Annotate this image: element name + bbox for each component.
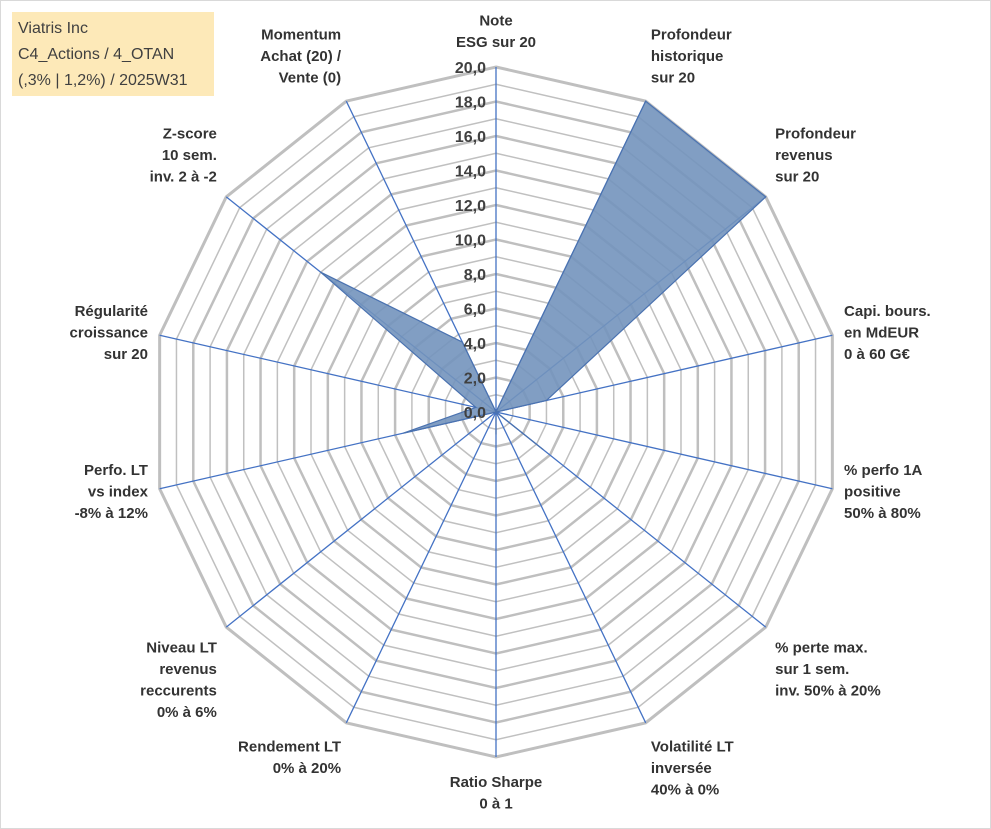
- axis-spoke: [225, 411, 497, 628]
- radial-tick-label: 12,0: [455, 198, 486, 215]
- axis-label: Note ESG sur 20: [456, 13, 536, 52]
- radial-tick-label: 6,0: [464, 302, 486, 319]
- axis-spoke: [495, 411, 647, 724]
- radial-tick-label: 18,0: [455, 95, 486, 112]
- title-line-company: Viatris Inc: [18, 20, 88, 37]
- axis-label: Z-score 10 sem. inv. 2 à -2: [150, 125, 217, 185]
- axis-label: Régularité croissance sur 20: [70, 303, 148, 363]
- radial-tick-label: 20,0: [455, 60, 486, 77]
- axis-label: Niveau LT revenus reccurents 0% à 6%: [140, 640, 217, 722]
- axis-spoke: [495, 411, 833, 490]
- data-point: [320, 271, 322, 273]
- data-point: [461, 341, 463, 343]
- axis-label: Ratio Sharpe 0 à 1: [450, 774, 543, 813]
- radial-tick-label: 10,0: [455, 233, 486, 250]
- radial-tick-label: 8,0: [464, 267, 486, 284]
- axis-spoke: [495, 334, 833, 413]
- radial-tick-label: 14,0: [455, 164, 486, 181]
- axis-label: % perte max. sur 1 sem. inv. 50% à 20%: [775, 640, 881, 700]
- radial-tick-label: 16,0: [455, 129, 486, 146]
- axis-label: Momentum Achat (20) / Vente (0): [260, 26, 342, 86]
- axis-spoke: [345, 411, 497, 724]
- axis-label: Capi. bours. en MdEUR 0 à 60 G€: [844, 303, 931, 363]
- axis-label: Rendement LT 0% à 20%: [238, 739, 341, 778]
- radial-tick-label: 2,0: [464, 371, 486, 388]
- data-point: [495, 411, 497, 413]
- axis-label: % perfo 1A positive 50% à 80%: [844, 462, 923, 522]
- data-point: [765, 196, 767, 198]
- radial-tick-label: 4,0: [464, 336, 486, 353]
- data-point: [645, 100, 647, 102]
- axis-label: Profondeur historique sur 20: [651, 26, 732, 86]
- title-line-period: (,3% | 1,2%) / 2025W31: [18, 72, 188, 89]
- title-line-portfolio: C4_Actions / 4_OTAN: [18, 46, 175, 63]
- data-series-area: [320, 100, 767, 451]
- chart-title-box: Viatris Inc C4_Actions / 4_OTAN (,3% | 1…: [12, 12, 214, 96]
- data-point: [545, 399, 547, 401]
- axis-spoke: [159, 334, 497, 413]
- axis-label: Profondeur revenus sur 20: [775, 125, 856, 185]
- data-point: [475, 406, 477, 408]
- axis-label: Perfo. LT vs index -8% à 12%: [75, 462, 149, 522]
- data-point: [403, 432, 405, 434]
- radial-tick-label: 0,0: [464, 405, 486, 422]
- data-point: [542, 449, 544, 451]
- axis-label: Volatilité LT inversée 40% à 0%: [651, 739, 734, 799]
- data-point: [495, 433, 497, 435]
